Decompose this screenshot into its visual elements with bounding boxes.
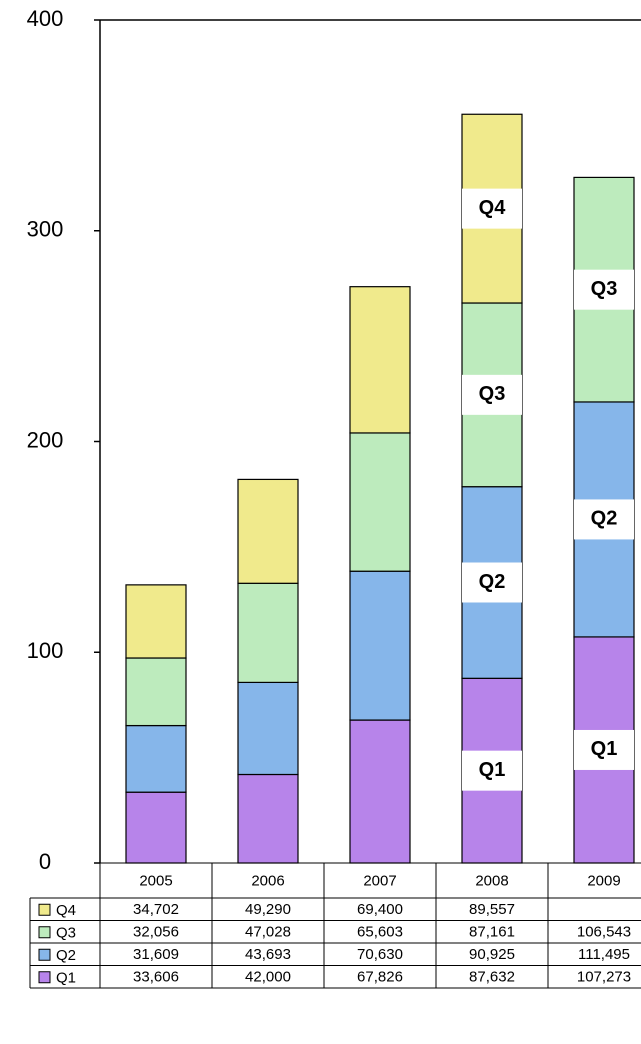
table-value: 107,273 (577, 969, 631, 986)
table-value: 47,028 (245, 924, 291, 941)
legend-swatch (38, 926, 51, 939)
bar-segment (349, 286, 411, 434)
table-value: 32,056 (133, 924, 179, 941)
bar-segment (349, 570, 411, 721)
x-tick-label: 2006 (251, 872, 284, 889)
annotation: Q4 (479, 197, 507, 219)
annotation-box (462, 750, 522, 791)
legend-label: Q3 (56, 925, 76, 942)
table-value: 31,609 (133, 946, 179, 963)
table-value: 106,543 (577, 924, 631, 941)
y-tick-label: 300 (27, 217, 64, 242)
table-value: 70,630 (357, 946, 403, 963)
x-tick-label: 2005 (139, 872, 172, 889)
table-value: 89,557 (469, 901, 515, 918)
legend-swatch (38, 971, 51, 984)
bar-segment (237, 478, 299, 584)
bar-segment (349, 719, 411, 864)
legend-label: Q2 (56, 947, 76, 964)
annotation: Q2 (591, 508, 618, 530)
y-tick-label: 100 (27, 638, 64, 663)
bar-segment (349, 432, 411, 572)
bar-segment (125, 791, 187, 864)
annotation-box (462, 562, 522, 603)
y-tick-label: 200 (27, 427, 64, 452)
bar-segment (125, 584, 187, 659)
table-value: 69,400 (357, 901, 403, 918)
legend-label: Q4 (56, 902, 76, 919)
annotation-box (574, 729, 634, 770)
table-value: 33,606 (133, 969, 179, 986)
table-value: 65,603 (357, 924, 403, 941)
annotation: Q2 (479, 571, 506, 593)
legend-swatch (38, 903, 51, 916)
annotation: Q3 (479, 383, 506, 405)
table-value: 90,925 (469, 946, 515, 963)
bar-segment (237, 773, 299, 864)
table-value: 49,290 (245, 901, 291, 918)
annotation-box (462, 374, 522, 415)
annotation-box (574, 499, 634, 540)
bar-segment (125, 724, 187, 793)
annotation-box (574, 269, 634, 310)
table-value: 87,161 (469, 924, 515, 941)
table-value: 42,000 (245, 969, 291, 986)
annotation: Q1 (479, 759, 506, 781)
annotation: Q1 (591, 738, 618, 760)
legend-label: Q1 (56, 970, 76, 987)
bar-segment (237, 582, 299, 684)
legend-swatch (38, 948, 51, 961)
x-tick-label: 2008 (475, 872, 508, 889)
bar-segment (125, 657, 187, 727)
x-tick-label: 2009 (587, 872, 620, 889)
y-tick-label: 400 (27, 6, 64, 31)
y-tick-label: 0 (39, 849, 51, 874)
table-value: 111,495 (578, 946, 630, 963)
annotation: Q3 (591, 278, 618, 300)
bar-segment (237, 681, 299, 776)
table-value: 87,632 (469, 969, 515, 986)
table-value: 43,693 (245, 946, 291, 963)
annotation-box (462, 188, 522, 229)
x-tick-label: 2007 (363, 872, 396, 889)
table-value: 34,702 (133, 901, 179, 918)
table-value: 67,826 (357, 969, 403, 986)
